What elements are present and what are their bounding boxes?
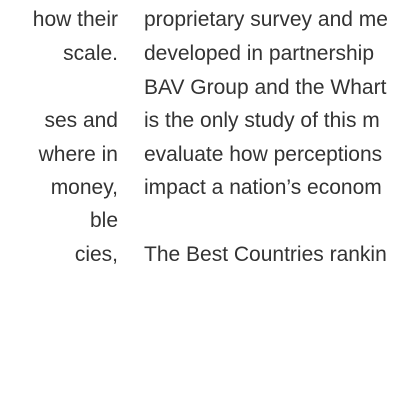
left-text-column: how their scale. ses and where in money,… — [0, 0, 118, 270]
text-line: evaluate how perceptions — [144, 143, 383, 166]
text-line: money, — [50, 176, 118, 199]
text-line: cies, — [74, 243, 118, 266]
right-text-column: proprietary survey and me developed in p… — [144, 0, 400, 270]
text-line: how their — [32, 8, 118, 31]
text-line: proprietary survey and me — [144, 8, 388, 31]
text-line: scale. — [63, 42, 118, 65]
text-line: ble — [89, 209, 118, 232]
text-line: BAV Group and the Whart — [144, 76, 387, 99]
text-line: where in — [38, 143, 118, 166]
text-line: is the only study of this m — [144, 109, 380, 132]
text-line: developed in partnership — [144, 42, 374, 65]
text-line: ses and — [44, 109, 118, 132]
text-line: The Best Countries rankin — [144, 243, 387, 266]
text-line: impact a nation’s econom — [144, 176, 382, 199]
